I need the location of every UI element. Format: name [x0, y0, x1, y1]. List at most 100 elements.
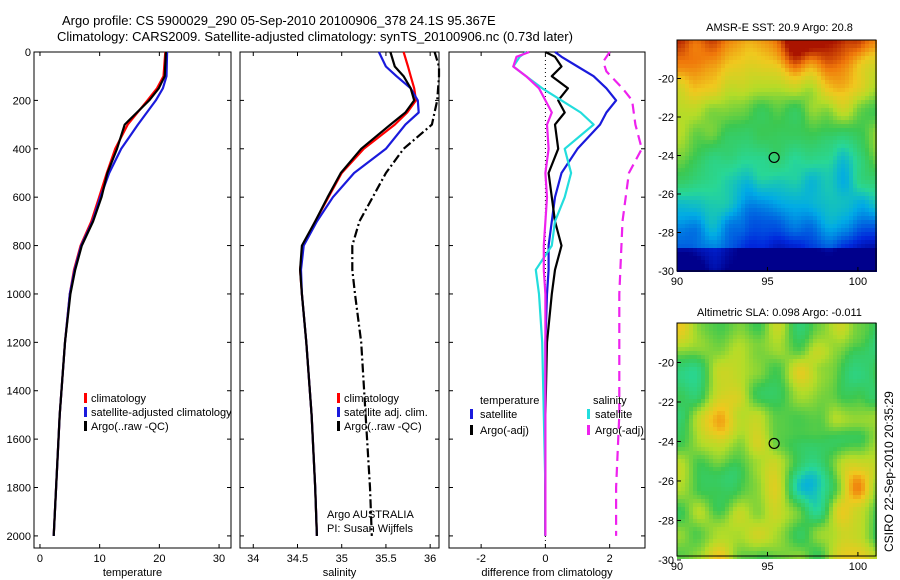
map-cell	[821, 156, 825, 160]
map-cell	[793, 100, 797, 104]
map-cell	[773, 547, 777, 551]
map-cell	[681, 551, 685, 555]
map-cell	[769, 339, 773, 343]
map-cell	[789, 367, 793, 371]
map-cell	[737, 148, 741, 152]
map-cell	[861, 180, 865, 184]
map-cell	[817, 92, 821, 96]
map-cell	[685, 487, 689, 491]
map-cell	[801, 411, 805, 415]
map-cell	[761, 339, 765, 343]
map-cell	[793, 487, 797, 491]
map-cell	[677, 268, 681, 272]
map-cell	[677, 60, 681, 64]
map-cell	[697, 451, 701, 455]
map-cell	[765, 395, 769, 399]
map-cell	[705, 467, 709, 471]
map-cell	[853, 124, 857, 128]
map-cell	[805, 80, 809, 84]
map-cell	[761, 495, 765, 499]
map-cell	[873, 40, 877, 44]
map-cell	[733, 224, 737, 228]
map-cell	[793, 176, 797, 180]
map-cell	[713, 451, 717, 455]
map-cell	[693, 112, 697, 116]
map-cell	[789, 96, 793, 100]
map-cell	[801, 132, 805, 136]
map-cell	[681, 495, 685, 499]
map-cell	[761, 244, 765, 248]
map-cell	[777, 92, 781, 96]
map-cell	[697, 52, 701, 56]
map-cell	[701, 455, 705, 459]
map-cell	[741, 551, 745, 555]
map-cell	[749, 144, 753, 148]
map-cell	[873, 248, 877, 252]
map-cell	[837, 244, 841, 248]
map-cell	[813, 224, 817, 228]
map-cell	[853, 264, 857, 268]
map-cell	[761, 551, 765, 555]
map-cell	[729, 543, 733, 547]
map-cell	[825, 172, 829, 176]
map-cell	[817, 168, 821, 172]
map-cell	[845, 68, 849, 72]
map-cell	[733, 451, 737, 455]
map-cell	[805, 244, 809, 248]
map-cell	[685, 180, 689, 184]
map-cell	[701, 471, 705, 475]
map-cell	[797, 136, 801, 140]
map-cell	[749, 200, 753, 204]
map-cell	[677, 527, 681, 531]
map-cell	[833, 212, 837, 216]
map-cell	[785, 483, 789, 487]
map-cell	[765, 495, 769, 499]
map-cell	[821, 228, 825, 232]
map-cell	[681, 88, 685, 92]
map-cell	[817, 120, 821, 124]
map-cell	[789, 467, 793, 471]
map-cell	[789, 355, 793, 359]
map-cell	[753, 403, 757, 407]
map-cell	[801, 555, 805, 559]
map-cell	[765, 72, 769, 76]
map-cell	[801, 519, 805, 523]
map-cell	[701, 447, 705, 451]
map-cell	[761, 395, 765, 399]
map-cell	[869, 252, 873, 256]
map-cell	[773, 527, 777, 531]
map-cell	[725, 451, 729, 455]
map-cell	[685, 52, 689, 56]
map-cell	[701, 132, 705, 136]
map-cell	[721, 399, 725, 403]
map-cell	[793, 519, 797, 523]
map-cell	[729, 323, 733, 327]
map-cell	[773, 68, 777, 72]
map-cell	[837, 76, 841, 80]
map-cell	[705, 220, 709, 224]
map-cell	[785, 439, 789, 443]
map-cell	[729, 184, 733, 188]
map-cell	[765, 363, 769, 367]
map-cell	[709, 467, 713, 471]
map-cell	[797, 184, 801, 188]
map-cell	[769, 555, 773, 559]
map-cell	[805, 200, 809, 204]
map-cell	[717, 335, 721, 339]
map-cell	[857, 112, 861, 116]
map-cell	[781, 152, 785, 156]
map-cell	[677, 363, 681, 367]
map-cell	[713, 92, 717, 96]
map-cell	[837, 48, 841, 52]
map-cell	[689, 80, 693, 84]
map-cell	[705, 112, 709, 116]
map-cell	[793, 479, 797, 483]
map-cell	[817, 124, 821, 128]
map-cell	[713, 419, 717, 423]
map-cell	[745, 391, 749, 395]
map-cell	[853, 220, 857, 224]
map-cell	[693, 68, 697, 72]
map-cell	[697, 260, 701, 264]
map-cell	[757, 531, 761, 535]
map-cell	[793, 80, 797, 84]
